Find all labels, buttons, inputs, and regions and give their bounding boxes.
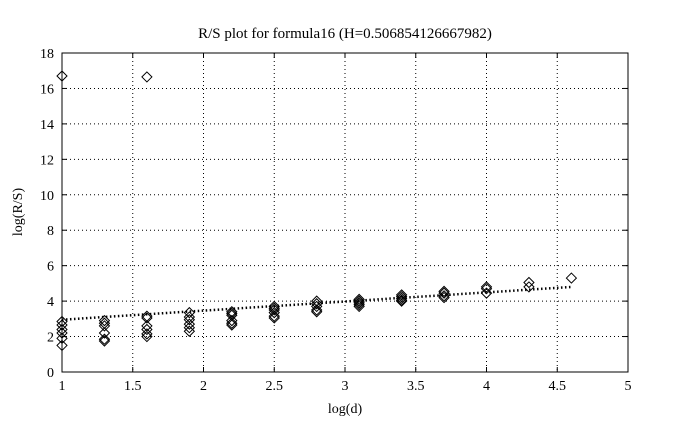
data-point-marker (98, 327, 111, 339)
data-point-marker (56, 70, 68, 82)
data-point-marker (98, 320, 111, 332)
data-point-marker (310, 300, 323, 313)
data-point-marker (565, 272, 578, 284)
plot-frame (61, 52, 629, 373)
data-point-marker (395, 295, 408, 307)
chart-title: R/S plot for formula16 (H=0.506854126667… (198, 26, 492, 42)
x-tick-label: 2 (200, 379, 207, 394)
data-point-marker (226, 306, 238, 318)
data-point-marker (438, 287, 450, 299)
data-point-marker (310, 298, 323, 310)
data-point-marker (183, 321, 196, 334)
x-tick-label: 3 (342, 379, 349, 394)
data-point-marker (353, 295, 365, 307)
data-point-marker (480, 281, 493, 293)
y-tick-label: 4 (47, 295, 54, 310)
data-point-marker (183, 325, 196, 337)
data-point-marker (141, 312, 153, 324)
data-point-marker (480, 282, 493, 295)
data-point-marker (56, 319, 68, 331)
data-point-marker (141, 323, 153, 336)
data-point-marker (56, 339, 68, 352)
data-point-marker (395, 292, 408, 305)
y-tick-label: 6 (47, 260, 54, 275)
data-point-marker (523, 281, 535, 293)
y-tick-label: 8 (47, 224, 54, 239)
data-point-marker (141, 71, 153, 83)
data-point-marker (141, 330, 153, 343)
data-point-marker (438, 291, 450, 304)
data-point-marker (395, 290, 408, 303)
data-point-marker (395, 294, 408, 306)
data-point-marker (183, 306, 196, 319)
data-point-marker (183, 314, 196, 326)
data-point-marker (98, 333, 111, 345)
y-tick-label: 18 (40, 47, 54, 62)
data-point-marker (56, 323, 68, 336)
data-point-marker (310, 306, 323, 318)
data-point-marker (353, 293, 365, 306)
y-axis-label: log(R/S) (11, 188, 26, 237)
data-point-marker (353, 297, 365, 309)
data-point-marker (353, 298, 365, 311)
x-tick-label: 3.5 (407, 379, 425, 394)
x-tick-label: 1 (59, 379, 66, 394)
data-point-marker (226, 317, 238, 329)
x-tick-label: 2.5 (266, 379, 284, 394)
data-point-marker (183, 318, 196, 330)
data-point-marker (268, 312, 280, 324)
y-tick-label: 0 (47, 366, 54, 381)
data-point-marker (438, 285, 450, 298)
x-tick-label: 5 (625, 379, 632, 394)
data-point-marker (226, 319, 238, 331)
data-point-marker (56, 332, 68, 345)
x-tick-label: 4.5 (549, 379, 567, 394)
y-tick-label: 12 (40, 153, 54, 168)
data-point-marker (56, 327, 68, 339)
data-markers (56, 70, 578, 352)
x-tick-labels: 1 1.5 2 2.5 3 3.5 4 4.5 5 (59, 379, 632, 394)
y-tick-label: 14 (40, 118, 54, 133)
data-point-marker (226, 314, 238, 327)
data-point-marker (523, 276, 535, 289)
data-point-marker (268, 304, 280, 316)
data-point-marker (268, 310, 280, 322)
y-tick-label: 16 (40, 82, 54, 97)
data-point-marker (353, 300, 365, 313)
data-point-marker (310, 304, 323, 316)
data-point-marker (98, 314, 111, 327)
x-tick-label: 1.5 (124, 379, 142, 394)
y-tick-label: 2 (47, 331, 54, 346)
data-point-marker (268, 306, 280, 319)
data-point-marker (98, 335, 111, 347)
x-axis-label: log(d) (328, 402, 363, 417)
data-point-marker (141, 328, 153, 340)
y-tick-labels: 0 2 4 6 8 10 12 14 16 18 (40, 47, 54, 381)
data-point-marker (56, 315, 68, 328)
data-point-marker (438, 290, 450, 302)
y-tick-label: 10 (40, 189, 54, 204)
x-tick-label: 4 (483, 379, 490, 394)
data-point-marker (480, 287, 493, 299)
data-point-marker (395, 289, 408, 301)
